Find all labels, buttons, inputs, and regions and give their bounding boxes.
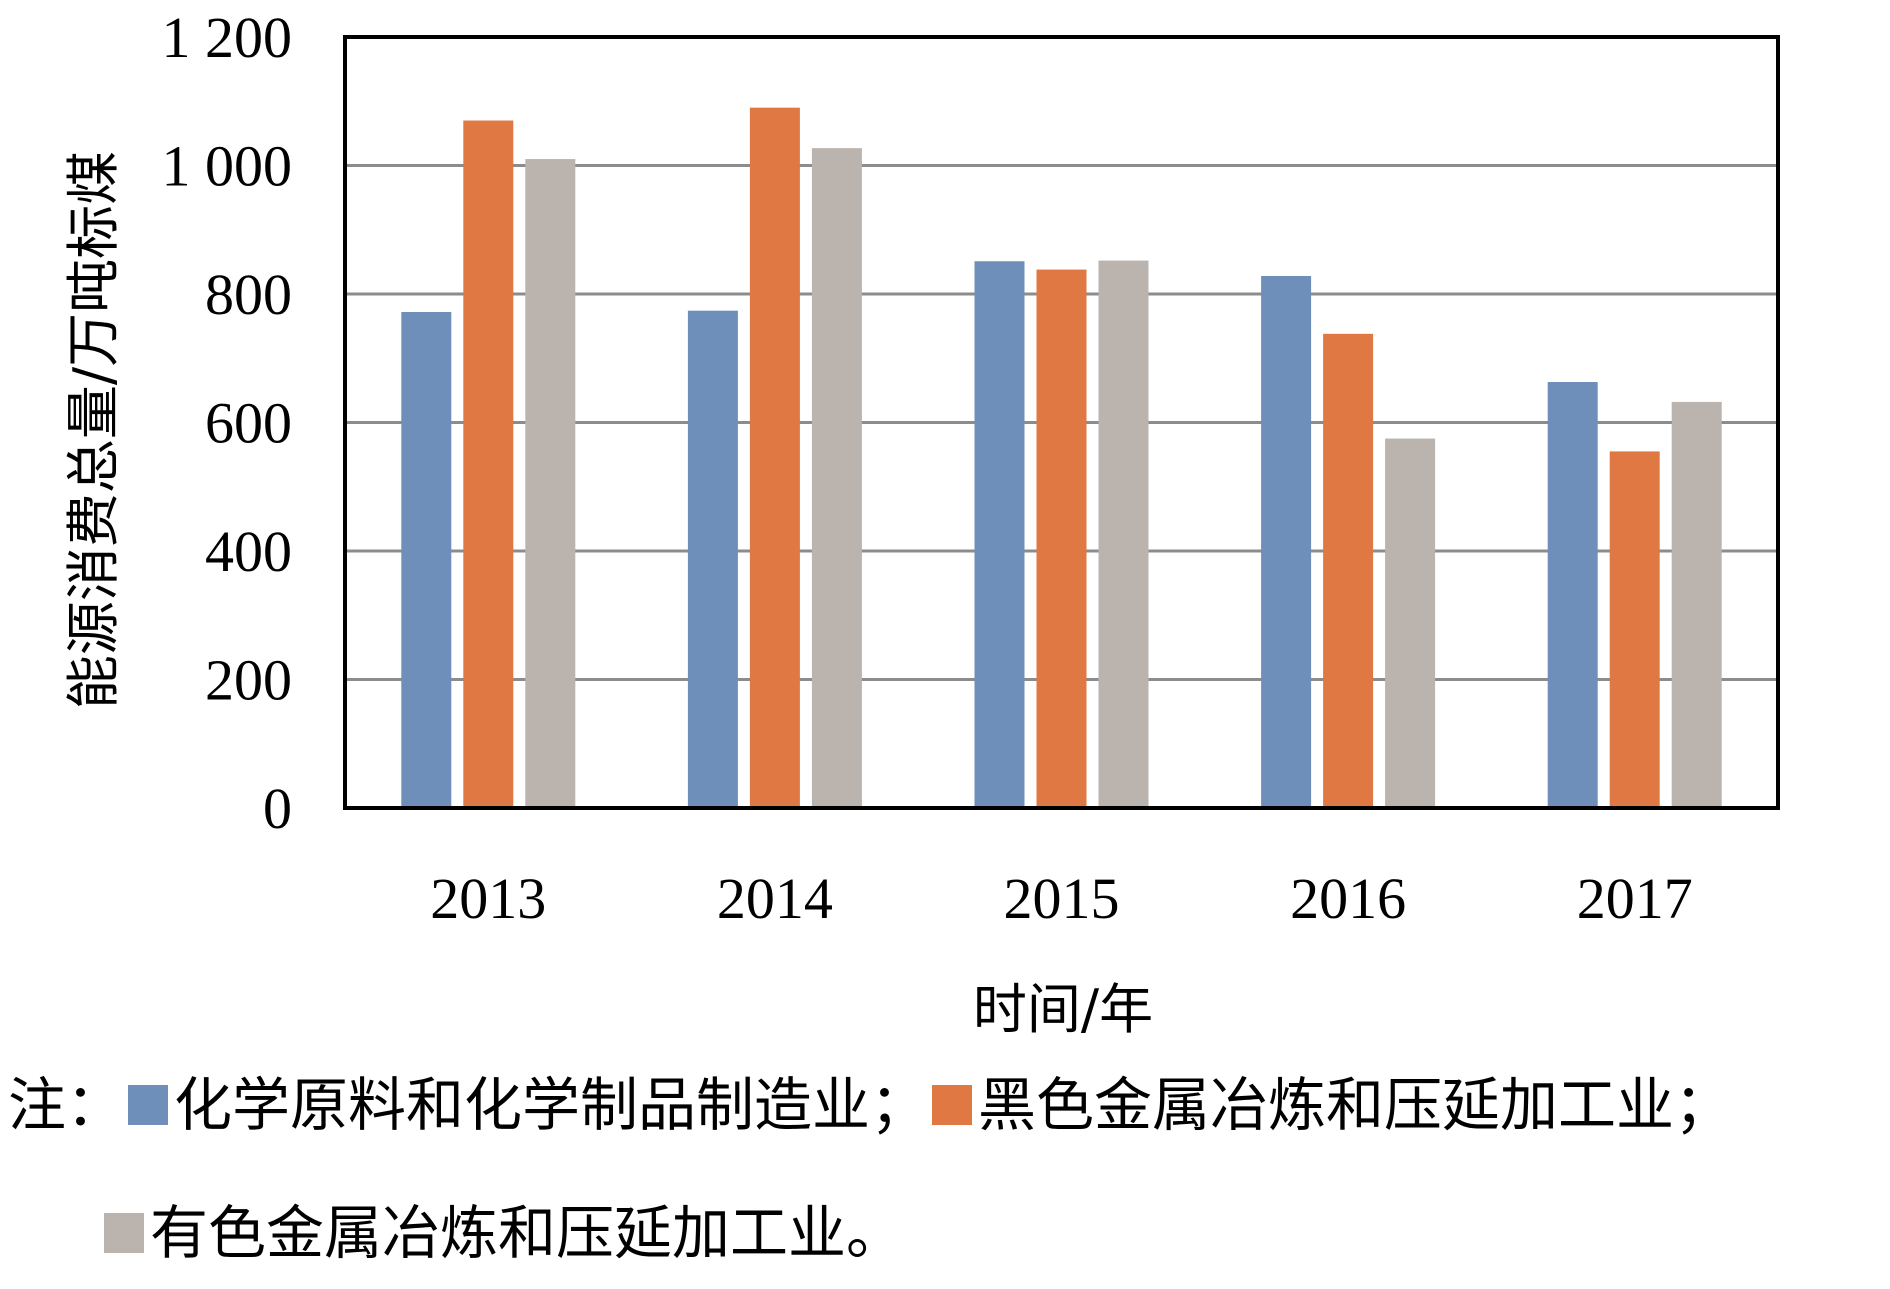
x-axis-title: 时间/年 — [973, 978, 1153, 1041]
x-tick-label: 2014 — [717, 866, 833, 931]
note-end: 。 — [846, 1199, 905, 1267]
bar — [1036, 269, 1087, 809]
bar — [1385, 438, 1436, 808]
bar — [1098, 260, 1149, 809]
bar — [1261, 276, 1312, 808]
y-tick-label: 1 000 — [162, 134, 293, 199]
bar — [749, 107, 800, 809]
legend-label-ferrous: 黑色金属冶炼和压延加工业 — [978, 1071, 1675, 1139]
bar — [1323, 333, 1374, 808]
y-tick-labels: 0 200 400 600 800 1 000 1 200 — [162, 5, 293, 841]
bar — [687, 310, 738, 808]
bar — [811, 148, 862, 809]
x-tick-label: 2015 — [1004, 866, 1120, 931]
note-separator: ； — [870, 1071, 929, 1139]
x-tick-labels: 2013 2014 2015 2016 2017 — [430, 866, 1692, 931]
legend-swatch-nonferrous — [104, 1213, 144, 1253]
y-tick-label: 1 200 — [162, 5, 293, 70]
y-tick-label: 200 — [205, 648, 292, 713]
bar — [401, 311, 452, 808]
bars — [401, 107, 1722, 809]
y-axis-title: 能源消费总量/万吨标煤 — [62, 151, 125, 709]
legend-swatch-ferrous — [932, 1085, 973, 1125]
bar — [525, 159, 576, 808]
y-tick-label: 600 — [205, 391, 292, 456]
bar — [1547, 382, 1598, 808]
y-tick-label: 800 — [205, 262, 292, 327]
bar — [1609, 451, 1660, 808]
legend-swatch-chemical — [128, 1085, 169, 1125]
legend-label-chemical: 化学原料和化学制品制造业 — [174, 1071, 871, 1139]
note-prefix: 注： — [8, 1071, 125, 1139]
bar — [974, 261, 1025, 808]
bar — [463, 120, 514, 808]
note-separator: ； — [1674, 1071, 1733, 1139]
y-tick-label: 0 — [263, 776, 292, 841]
legend-label-nonferrous: 有色金属冶炼和压延加工业 — [150, 1199, 847, 1267]
legend-note-line-2: 有色金属冶炼和压延加工业 。 — [100, 1198, 904, 1268]
legend-note-line-1: 注： 化学原料和化学制品制造业 ； 黑色金属冶炼和压延加工业 ； — [8, 1070, 1732, 1140]
plot-frame — [343, 35, 1780, 810]
y-tick-label: 400 — [205, 519, 292, 584]
x-tick-label: 2017 — [1577, 866, 1693, 931]
bar — [1671, 401, 1722, 808]
x-tick-label: 2013 — [430, 866, 546, 931]
bar-chart: 0 200 400 600 800 1 000 1 200 2013 2014 2015 2016… — [62, 5, 1780, 1041]
x-tick-label: 2016 — [1290, 866, 1406, 931]
